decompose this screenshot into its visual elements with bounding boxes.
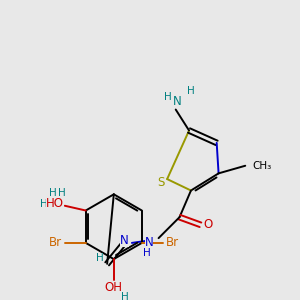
Text: O: O bbox=[51, 197, 60, 210]
Text: H: H bbox=[40, 199, 48, 209]
Text: O: O bbox=[203, 218, 213, 231]
Text: CH₃: CH₃ bbox=[253, 161, 272, 171]
Text: H: H bbox=[122, 292, 129, 300]
Text: N: N bbox=[120, 233, 129, 247]
Text: S: S bbox=[157, 176, 164, 189]
Text: HO: HO bbox=[46, 197, 64, 210]
Text: N: N bbox=[173, 95, 182, 108]
Text: H: H bbox=[50, 188, 57, 198]
Text: N: N bbox=[145, 236, 153, 249]
Text: H: H bbox=[143, 248, 151, 258]
Text: OH: OH bbox=[105, 281, 123, 294]
Text: H: H bbox=[187, 86, 195, 96]
Text: H: H bbox=[164, 92, 172, 102]
Text: H: H bbox=[96, 253, 104, 263]
Text: Br: Br bbox=[49, 236, 62, 249]
Text: Br: Br bbox=[166, 236, 179, 249]
Text: H: H bbox=[58, 188, 66, 198]
